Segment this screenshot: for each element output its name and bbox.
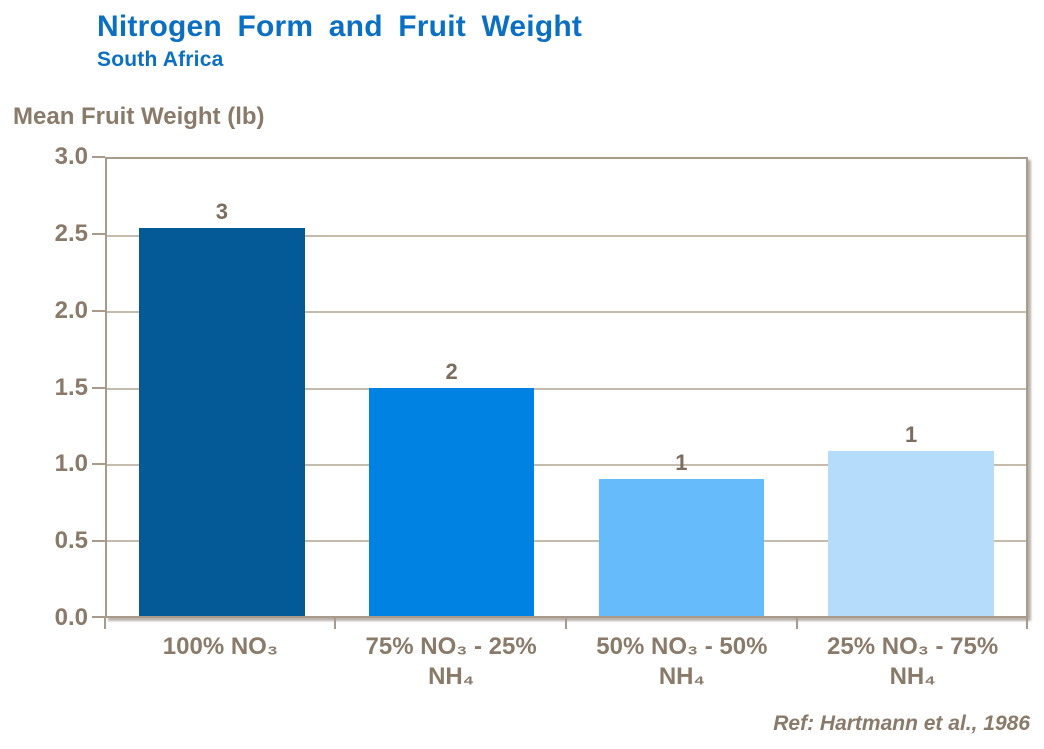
- x-tick-mark: [796, 617, 798, 629]
- y-tick-label: 0.0: [54, 604, 88, 631]
- bar-25-no3: [828, 451, 994, 616]
- bar-group-25-no3: 1: [796, 159, 1026, 616]
- bar-value-label: 1: [905, 422, 918, 448]
- bar-group-100-no3: 3: [107, 159, 337, 616]
- y-tick-mark: [92, 310, 105, 312]
- bar-series: 3 2 1 1: [107, 159, 1026, 616]
- y-tick-label: 2.5: [54, 220, 88, 247]
- y-tick-mark: [92, 156, 105, 158]
- y-tick-mark: [92, 387, 105, 389]
- x-category-label: 75% NO₃ - 25% NH₄: [365, 633, 537, 690]
- bar-value-label: 3: [215, 198, 228, 224]
- x-tick-mark: [565, 617, 567, 629]
- gridline: [107, 463, 1026, 466]
- y-tick-mark: [92, 463, 105, 465]
- x-tick-mark: [334, 617, 336, 629]
- bar-value-label: 1: [675, 449, 688, 475]
- x-tick-mark: [1026, 617, 1028, 629]
- x-axis-labels: 100% NO₃ 75% NO₃ - 25% NH₄ 50% NO₃ - 50%…: [105, 632, 1028, 692]
- y-tick-mark: [92, 233, 105, 235]
- x-tick-mark: [104, 617, 106, 629]
- chart-title: Nitrogen Form and Fruit Weight: [97, 10, 583, 43]
- y-axis-title: Mean Fruit Weight (lb): [13, 103, 265, 130]
- gridline: [107, 311, 1026, 314]
- y-tick-mark: [92, 616, 105, 618]
- bar-value-label: 2: [445, 358, 458, 384]
- bar-100-no3: [139, 227, 305, 616]
- y-tick-label: 0.5: [54, 527, 88, 554]
- gridline: [107, 387, 1026, 390]
- y-tick-mark: [92, 540, 105, 542]
- y-tick-label: 3.0: [54, 143, 88, 170]
- chart-subtitle: South Africa: [97, 48, 224, 71]
- x-category-label: 100% NO₃: [162, 633, 278, 660]
- reference-citation: Ref: Hartmann et al., 1986: [773, 712, 1030, 735]
- gridline: [107, 235, 1026, 238]
- bar-group-50-no3: 1: [567, 159, 797, 616]
- y-tick-label: 1.5: [54, 374, 88, 401]
- gridline: [107, 539, 1026, 542]
- bar-group-75-no3: 2: [337, 159, 567, 616]
- x-category-label: 50% NO₃ - 50% NH₄: [596, 633, 768, 690]
- plot-area: 3 2 1 1: [105, 157, 1028, 618]
- bar-75-no3: [368, 387, 535, 616]
- y-tick-label: 2.0: [54, 297, 88, 324]
- y-tick-label: 1.0: [54, 450, 88, 477]
- bar-50-no3: [598, 478, 765, 616]
- x-category-label: 25% NO₃ - 75% NH₄: [827, 633, 999, 690]
